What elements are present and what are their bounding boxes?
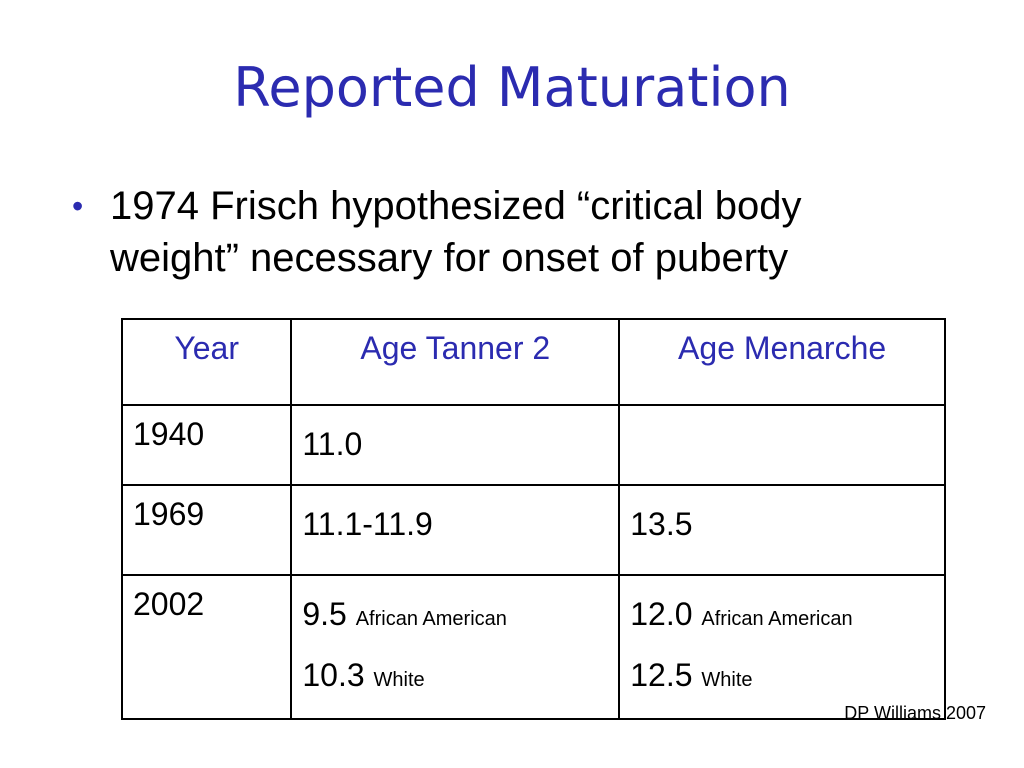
table-row: 1940 11.0 bbox=[120, 404, 946, 486]
cell-menarche: 13.5 bbox=[618, 484, 946, 576]
cell-value: 11.0 bbox=[302, 426, 363, 462]
cell-entry: 12.0 African American bbox=[630, 586, 934, 647]
header-year: Year bbox=[120, 318, 293, 406]
cell-value: 9.5 bbox=[302, 596, 347, 632]
cell-value: 10.3 bbox=[302, 657, 365, 693]
cell-value: 11.1-11.9 bbox=[302, 506, 433, 542]
cell-entry: 11.1-11.9 bbox=[302, 496, 608, 552]
bullet-text: 1974 Frisch hypothesized “critical body … bbox=[110, 184, 802, 280]
header-age-menarche: Age Menarche bbox=[618, 318, 946, 406]
cell-entry: 13.5 bbox=[630, 496, 934, 552]
table-row: 1969 11.1-11.9 13.5 bbox=[120, 484, 946, 576]
cell-group-label: African American bbox=[701, 608, 853, 630]
cell-entry: 10.3 White bbox=[302, 647, 608, 708]
cell-tanner: 9.5 African American 10.3 White bbox=[290, 574, 621, 720]
cell-tanner: 11.0 bbox=[290, 404, 621, 486]
cell-year: 1969 bbox=[120, 484, 293, 576]
header-age-tanner-2: Age Tanner 2 bbox=[290, 318, 621, 406]
cell-menarche: 12.0 African American 12.5 White bbox=[618, 574, 946, 720]
cell-group-label: African American bbox=[355, 608, 507, 630]
table-header-row: Year Age Tanner 2 Age Menarche bbox=[120, 318, 946, 406]
slide-title: Reported Maturation bbox=[233, 56, 791, 119]
cell-menarche bbox=[618, 404, 946, 486]
cell-year: 1940 bbox=[120, 404, 293, 486]
cell-value: 12.5 bbox=[630, 657, 693, 693]
cell-entry: 9.5 African American bbox=[302, 586, 608, 647]
bullet-item: • 1974 Frisch hypothesized “critical bod… bbox=[72, 180, 932, 284]
cell-value: 13.5 bbox=[630, 506, 693, 542]
cell-year: 2002 bbox=[120, 574, 293, 720]
cell-group-label: White bbox=[701, 669, 753, 691]
cell-entry: 11.0 bbox=[302, 416, 608, 472]
table-row: 2002 9.5 African American 10.3 White 12.… bbox=[120, 574, 946, 720]
cell-group-label: White bbox=[373, 669, 425, 691]
maturation-table: Year Age Tanner 2 Age Menarche 1940 11.0… bbox=[120, 318, 946, 720]
cell-tanner: 11.1-11.9 bbox=[290, 484, 621, 576]
cell-value: 12.0 bbox=[630, 596, 693, 632]
footer-credit: DP Williams 2007 bbox=[844, 703, 986, 723]
cell-entry: 12.5 White bbox=[630, 647, 934, 708]
bullet-dot-icon: • bbox=[72, 188, 84, 224]
